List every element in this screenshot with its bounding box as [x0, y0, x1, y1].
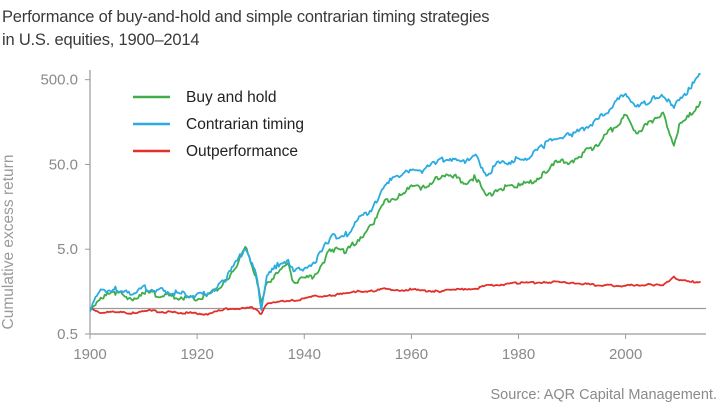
y-tick-label: 500.0	[40, 72, 78, 89]
chart-series	[89, 73, 702, 316]
x-tick-label: 1960	[395, 346, 428, 363]
y-tick-label: 50.0	[49, 156, 78, 173]
legend-label: Outperformance	[186, 143, 298, 160]
x-tick-label: 1980	[502, 346, 535, 363]
chart-legend: Buy and hold Contrarian timing Outperforma…	[133, 89, 304, 160]
chart-axes: 0.5 5.0 50.0 500.0 1900 1920 1940 1960 1980 2000 C…	[0, 70, 706, 363]
x-tick-label: 1900	[73, 346, 106, 363]
series-line-outperformance	[89, 275, 701, 316]
chart-title-line-1: Performance of buy-and-hold and simple c…	[2, 8, 490, 26]
chart-title: Performance of buy-and-hold and simple c…	[2, 6, 490, 52]
y-tick-label: 0.5	[57, 326, 78, 343]
legend-label: Buy and hold	[186, 89, 277, 106]
x-tick-label: 1940	[288, 346, 321, 363]
series-line-buy-and-hold	[90, 100, 702, 309]
y-axis-label: Cumulative excess return	[0, 155, 17, 330]
series-line-contrarian-timing	[89, 73, 701, 312]
legend-label: Contrarian timing	[186, 116, 304, 133]
y-tick-label: 5.0	[57, 241, 78, 258]
x-tick-label: 2000	[609, 346, 642, 363]
x-tick-label: 1920	[180, 346, 213, 363]
source-note: Source: AQR Capital Management.	[490, 387, 717, 403]
chart-title-line-2: in U.S. equities, 1900–2014	[2, 31, 200, 49]
